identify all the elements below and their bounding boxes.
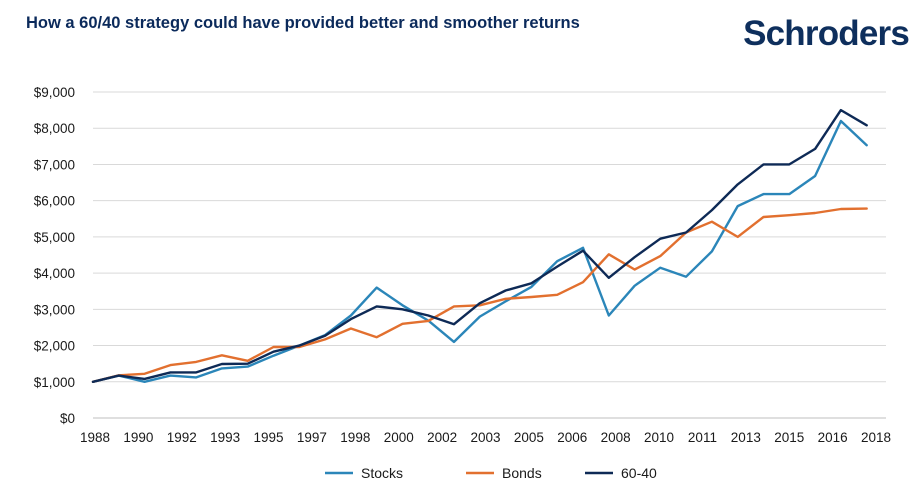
x-tick-label: 2011 [688, 430, 717, 445]
series-lines [91, 108, 868, 383]
chart-title: How a 60/40 strategy could have provided… [26, 14, 580, 32]
y-axis-labels: $0 $1,000 $2,000 $3,000 $4,000 $5,000 $6,000 $7… [34, 85, 75, 426]
legend-label: Stocks [361, 465, 403, 481]
series-line-stocks [91, 119, 868, 383]
x-tick-label: 2000 [384, 430, 414, 445]
y-tick-label: $6,000 [34, 194, 75, 209]
y-tick-label: $8,000 [34, 121, 75, 136]
legend-label: Bonds [502, 465, 542, 481]
x-tick-label: 2010 [644, 430, 674, 445]
gridlines [93, 91, 886, 383]
x-tick-label: 2002 [427, 430, 457, 445]
x-tick-label: 1995 [254, 430, 284, 445]
y-tick-label: $7,000 [34, 157, 75, 172]
y-tick-label: $5,000 [34, 230, 75, 245]
x-tick-label: 2006 [557, 430, 587, 445]
y-tick-label: $9,000 [34, 85, 75, 100]
x-axis-labels: 1988 1990 1992 1993 1995 1997 1998 2000 2002 2003… [80, 430, 891, 445]
x-tick-label: 1988 [80, 430, 110, 445]
x-tick-label: 1998 [340, 430, 370, 445]
series-line-60-40 [91, 108, 868, 383]
y-tick-label: $3,000 [34, 302, 75, 317]
x-tick-label: 2016 [818, 430, 848, 445]
x-tick-label: 1990 [123, 430, 153, 445]
x-tick-label: 2008 [601, 430, 631, 445]
x-tick-label: 1992 [167, 430, 197, 445]
series-line-bonds [91, 207, 868, 383]
brand-logo: Schroders [743, 14, 910, 53]
x-tick-label: 2005 [514, 430, 544, 445]
y-tick-label: $4,000 [34, 266, 75, 281]
x-tick-label: 1997 [297, 430, 327, 445]
x-tick-label: 2003 [470, 430, 500, 445]
legend: Stocks Bonds 60-40 [325, 465, 657, 481]
y-tick-label: $1,000 [34, 375, 75, 390]
y-tick-label: $2,000 [34, 339, 75, 354]
x-tick-label: 2018 [861, 430, 891, 445]
x-tick-label: 2015 [774, 430, 804, 445]
legend-label: 60-40 [621, 465, 657, 481]
y-tick-label: $0 [60, 411, 75, 426]
x-tick-label: 1993 [210, 430, 240, 445]
x-tick-label: 2013 [731, 430, 761, 445]
